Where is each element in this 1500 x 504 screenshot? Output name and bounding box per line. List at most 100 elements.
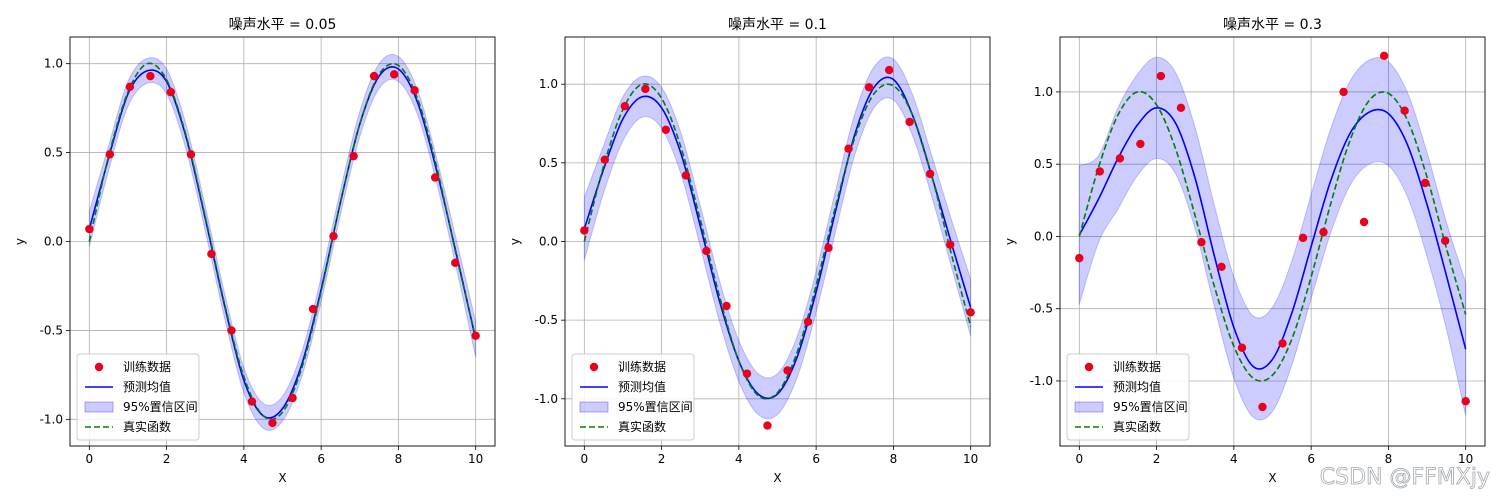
plot-area: [580, 56, 975, 430]
y-tick-label: -1.0: [1030, 374, 1053, 388]
subplot-2: 0 2 4 6 8 10 -1.0 -0.5 0.0 0.5 1.0 噪声水平 = 0.1 Xy 训练数据…: [508, 17, 991, 485]
mean-line: [88, 66, 477, 419]
x-tick-label: 2: [1153, 452, 1161, 466]
data-point: [702, 246, 711, 256]
data-point: [369, 71, 379, 81]
axes-frame: [1059, 36, 1486, 447]
data-point: [1258, 402, 1267, 412]
data-point: [1197, 238, 1206, 247]
data-point: [783, 366, 792, 375]
data-point: [1400, 106, 1409, 115]
data-point: [329, 231, 338, 241]
data-point: [824, 243, 833, 252]
confidence-band: [88, 53, 477, 431]
data-point: [1461, 396, 1470, 406]
mean-line: [1078, 107, 1467, 370]
legend-label: 95%置信区间: [1113, 400, 1188, 414]
data-point: [1441, 236, 1450, 245]
subplot-title: 噪声水平 = 0.3: [1223, 17, 1322, 33]
legend-label: 真实函数: [618, 419, 666, 434]
y-tick-label: -1.0: [535, 392, 558, 406]
legend-swatch-points: [94, 362, 104, 372]
legend-label: 训练数据: [618, 359, 666, 374]
y-tick-label: 0.5: [1034, 157, 1053, 171]
data-point: [146, 71, 155, 81]
x-tick-label: 10: [468, 452, 483, 466]
data-point: [1298, 233, 1308, 243]
data-point: [884, 65, 894, 75]
x-tick-label: 6: [317, 452, 325, 466]
y-tick-label: 0.0: [539, 235, 558, 249]
x-tick-label: 10: [963, 452, 978, 466]
subplot-title: 噪声水平 = 0.1: [728, 17, 827, 33]
data-point: [946, 240, 955, 249]
y-axis-label: y: [508, 238, 522, 245]
data-point: [966, 308, 975, 317]
y-tick-label: -1.0: [40, 412, 63, 426]
data-point: [308, 304, 318, 314]
x-tick-label: 8: [890, 452, 898, 466]
data-point: [864, 83, 874, 92]
y-tick-label: 0.5: [44, 146, 63, 160]
data-point: [1379, 51, 1389, 60]
subplot-title: 噪声水平 = 0.05: [229, 17, 337, 33]
legend-label: 训练数据: [123, 359, 171, 374]
x-axis-label: X: [1268, 471, 1276, 485]
data-point: [166, 87, 176, 97]
legend-swatch-band: [1074, 401, 1104, 413]
data-point: [1319, 227, 1328, 237]
data-point: [681, 171, 691, 180]
x-tick-label: 0: [1075, 452, 1083, 466]
y-tick-label: -0.5: [1030, 302, 1053, 316]
data-point: [844, 144, 853, 153]
data-point: [1136, 139, 1145, 149]
legend-label: 95%置信区间: [123, 400, 198, 414]
y-axis-label: y: [13, 238, 27, 245]
data-point: [207, 249, 216, 259]
data-point: [471, 331, 480, 340]
true-function-line: [583, 83, 972, 400]
x-tick-label: 4: [1230, 452, 1238, 466]
data-point: [1237, 343, 1247, 352]
watermark: CSDN @FFMXjy: [1320, 465, 1490, 490]
y-tick-label: 1.0: [1034, 85, 1053, 99]
data-point: [85, 224, 94, 234]
data-point: [722, 301, 731, 311]
x-tick-label: 0: [580, 452, 588, 466]
x-axis-label: X: [278, 471, 286, 485]
data-point: [410, 86, 419, 95]
legend-box: [1066, 353, 1190, 441]
x-tick-label: 10: [1458, 452, 1473, 466]
data-point: [227, 326, 236, 335]
y-axis-label: y: [1003, 238, 1017, 245]
data-point: [268, 418, 277, 428]
legend-label: 预测均值: [123, 379, 171, 394]
data-point: [1095, 167, 1104, 176]
data-point: [1420, 178, 1430, 188]
x-tick-label: 4: [240, 452, 248, 466]
data-point: [1156, 71, 1166, 81]
data-point: [1339, 87, 1348, 97]
legend-box: [76, 353, 200, 441]
data-point: [925, 169, 935, 179]
x-tick-label: 8: [1385, 452, 1393, 466]
x-tick-label: 6: [1307, 452, 1315, 466]
data-point: [580, 226, 589, 235]
legend-swatch-points: [589, 362, 599, 372]
y-tick-label: 0.0: [44, 235, 63, 249]
y-tick-label: 0.5: [539, 156, 558, 170]
y-tick-label: 1.0: [44, 57, 63, 71]
legend-label: 预测均值: [1113, 379, 1161, 394]
data-point: [1359, 217, 1369, 227]
data-point: [186, 150, 196, 159]
subplot-3: 0 2 4 6 8 10 -1.0 -0.5 0.0 0.5 1.0 噪声水平 = 0.3 Xy 训练数据…: [1003, 17, 1486, 485]
x-tick-label: 4: [735, 452, 743, 466]
data-point: [125, 82, 135, 91]
x-tick-label: 0: [85, 452, 93, 466]
data-point: [803, 317, 813, 326]
legend-label: 真实函数: [123, 419, 171, 434]
